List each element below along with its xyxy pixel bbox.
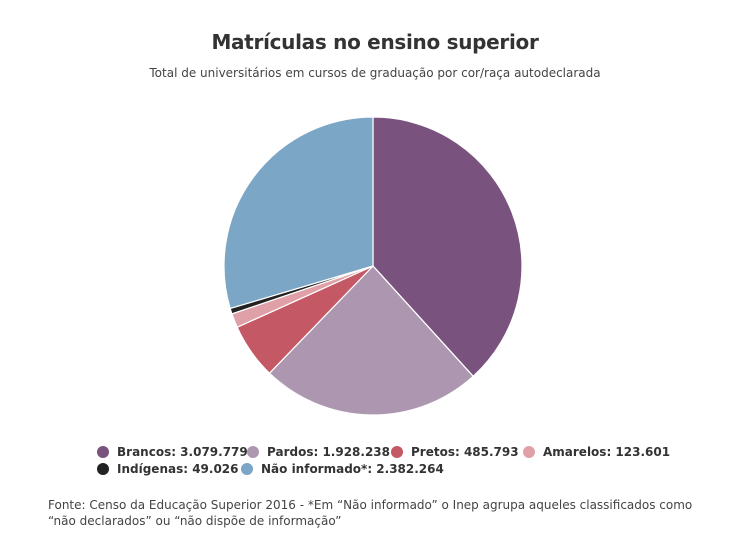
legend-item-indigenas[interactable]: Indígenas: 49.026 [97,462,241,476]
legend-swatch [523,445,535,458]
legend-item-amarelos[interactable]: Amarelos: 123.601 [523,445,670,459]
legend-item-pretos[interactable]: Pretos: 485.793 [391,445,523,459]
legend-row: Brancos: 3.079.779 Pardos: 1.928.238 Pre… [97,443,697,460]
chart-legend: Brancos: 3.079.779 Pardos: 1.928.238 Pre… [97,443,697,477]
legend-row: Indígenas: 49.026 Não informado*: 2.382.… [97,460,697,477]
legend-item-nao-informado[interactable]: Não informado*: 2.382.264 [241,462,444,476]
pie-slice-brancos[interactable] [372,116,523,377]
legend-label: Brancos: 3.079.779 [117,444,248,459]
pie-slice-pardos[interactable] [268,265,474,416]
legend-label: Amarelos: 123.601 [543,444,671,459]
legend-label: Não informado*: 2.382.264 [261,461,444,476]
legend-label: Pretos: 485.793 [411,444,519,459]
chart-footnote: Fonte: Censo da Educação Superior 2016 -… [48,498,693,528]
chart-title: Matrículas no ensino superior [211,30,539,54]
legend-swatch [391,445,403,458]
chart-subtitle: Total de universitários em cursos de gra… [149,66,601,80]
legend-swatch [97,445,109,458]
legend-label: Indígenas: 49.026 [117,461,239,476]
legend-item-brancos[interactable]: Brancos: 3.079.779 [97,444,248,459]
legend-item-pardos[interactable]: Pardos: 1.928.238 [247,445,391,459]
legend-swatch [241,462,253,475]
pie-slice-n-o-informado[interactable] [223,116,374,310]
legend-swatch [97,462,109,475]
legend-label: Pardos: 1.928.238 [267,444,391,459]
legend-swatch [247,445,259,458]
